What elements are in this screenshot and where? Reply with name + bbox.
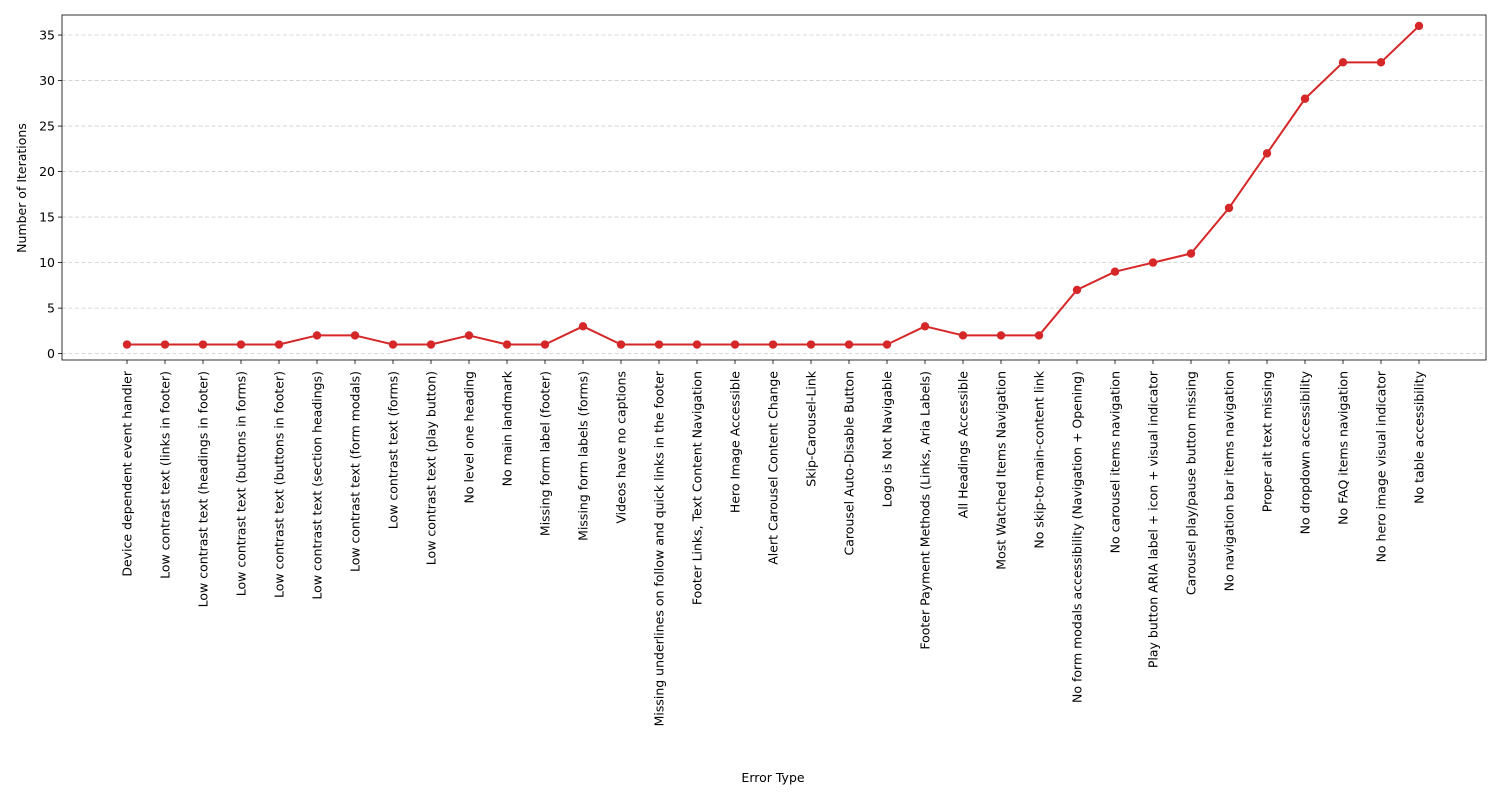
x-tick-label: Low contrast text (section headings) <box>310 371 325 600</box>
axes <box>61 14 1487 361</box>
data-point <box>540 340 550 349</box>
x-tick-label: No FAQ items navigation <box>1336 371 1351 525</box>
data-point <box>958 331 968 340</box>
x-tick-label: Logo is Not Navigable <box>880 371 895 508</box>
grid-lines <box>62 34 1486 355</box>
series-layer <box>122 21 1424 349</box>
y-tick-label: 30 <box>39 73 55 88</box>
y-tick-label: 20 <box>39 164 55 179</box>
x-tick-label: Footer Payment Methods (Links, Aria Labe… <box>918 371 933 650</box>
x-tick-label: No navigation bar items navigation <box>1222 371 1237 591</box>
y-tick-label: 35 <box>39 28 55 43</box>
x-tick-label: No hero image visual indicator <box>1374 370 1389 562</box>
x-tick-label: Alert Carousel Content Change <box>766 371 781 565</box>
data-point <box>464 331 474 340</box>
x-tick-label: No dropdown accessibility <box>1298 370 1313 534</box>
y-axis-label: Number of Iterations <box>14 123 29 253</box>
x-tick-label: Missing underlines on follow and quick l… <box>652 370 667 726</box>
data-point <box>768 340 778 349</box>
x-tick-label: Skip-Carousel-Link <box>804 370 819 486</box>
x-tick-label: Device dependent event handler <box>120 370 135 576</box>
data-point <box>312 331 322 340</box>
y-tick-label: 0 <box>47 346 55 361</box>
data-point <box>1376 58 1386 67</box>
data-point <box>1224 203 1234 213</box>
series-line <box>127 25 1420 346</box>
data-point <box>122 340 132 349</box>
x-tick-label: Footer Links, Text Content Navigation <box>690 371 705 605</box>
plot-frame <box>61 14 1487 361</box>
data-point <box>274 340 284 349</box>
data-point <box>1148 258 1158 267</box>
data-point <box>1338 58 1348 67</box>
x-tick-label: No level one heading <box>462 371 477 503</box>
data-point <box>578 322 588 331</box>
data-point <box>236 340 246 349</box>
x-ticks: Device dependent event handler Low contra… <box>120 360 1427 726</box>
data-point <box>1414 21 1424 31</box>
x-tick-label: Hero Image Accessible <box>728 371 743 513</box>
data-point <box>1186 249 1196 258</box>
x-tick-label: Low contrast text (play button) <box>424 371 439 565</box>
data-point <box>1072 285 1082 295</box>
data-point <box>350 331 360 340</box>
x-tick-label: Low contrast text (links in footer) <box>158 371 173 579</box>
data-point <box>1110 267 1120 276</box>
x-tick-label: All Headings Accessible <box>956 371 971 519</box>
data-point <box>502 340 512 349</box>
y-tick-label: 25 <box>39 119 55 134</box>
data-point <box>160 340 170 349</box>
data-point <box>654 340 664 349</box>
x-tick-label: No form modals accessibility (Navigation… <box>1070 371 1085 703</box>
data-point <box>920 322 930 331</box>
x-tick-label: Proper alt text missing <box>1260 371 1275 512</box>
data-point <box>692 340 702 349</box>
x-tick-label: Low contrast text (forms) <box>386 371 401 529</box>
data-point <box>616 340 626 349</box>
x-tick-label: No skip-to-main-content link <box>1032 370 1047 548</box>
x-tick-label: Missing form labels (forms) <box>576 371 591 541</box>
x-tick-label: Low contrast text (buttons in footer) <box>272 371 287 598</box>
data-point <box>388 340 398 349</box>
data-point <box>882 340 892 349</box>
y-tick-label: 10 <box>39 255 55 270</box>
x-tick-label: No carousel items navigation <box>1108 371 1123 553</box>
y-tick-label: 5 <box>47 301 55 316</box>
x-tick-label: No table accessibility <box>1412 370 1427 503</box>
data-point <box>1262 149 1272 158</box>
x-tick-label: Carousel Auto-Disable Button <box>842 371 857 555</box>
x-axis-label: Error Type <box>741 770 804 785</box>
data-point <box>730 340 740 349</box>
y-tick-label: 15 <box>39 210 55 225</box>
data-point <box>1300 94 1310 103</box>
data-point <box>996 331 1006 340</box>
x-tick-label: Carousel play/pause button missing <box>1184 371 1199 595</box>
x-tick-label: Most Watched Items Navigation <box>994 371 1009 570</box>
data-point <box>844 340 854 349</box>
data-point <box>806 340 816 349</box>
data-point <box>1034 331 1044 340</box>
x-tick-label: Low contrast text (headings in footer) <box>196 371 211 607</box>
y-ticks: 0 5 10 15 20 25 30 35 <box>39 28 62 361</box>
x-tick-label: Low contrast text (buttons in forms) <box>234 371 249 596</box>
x-tick-label: No main landmark <box>500 370 515 486</box>
x-tick-label: Play button ARIA label + icon + visual i… <box>1146 370 1161 668</box>
x-tick-label: Videos have no captions <box>614 371 629 524</box>
data-point <box>198 340 208 349</box>
data-point <box>426 340 436 349</box>
x-tick-label: Low contrast text (form modals) <box>348 371 363 572</box>
x-tick-label: Missing form label (footer) <box>538 371 553 536</box>
